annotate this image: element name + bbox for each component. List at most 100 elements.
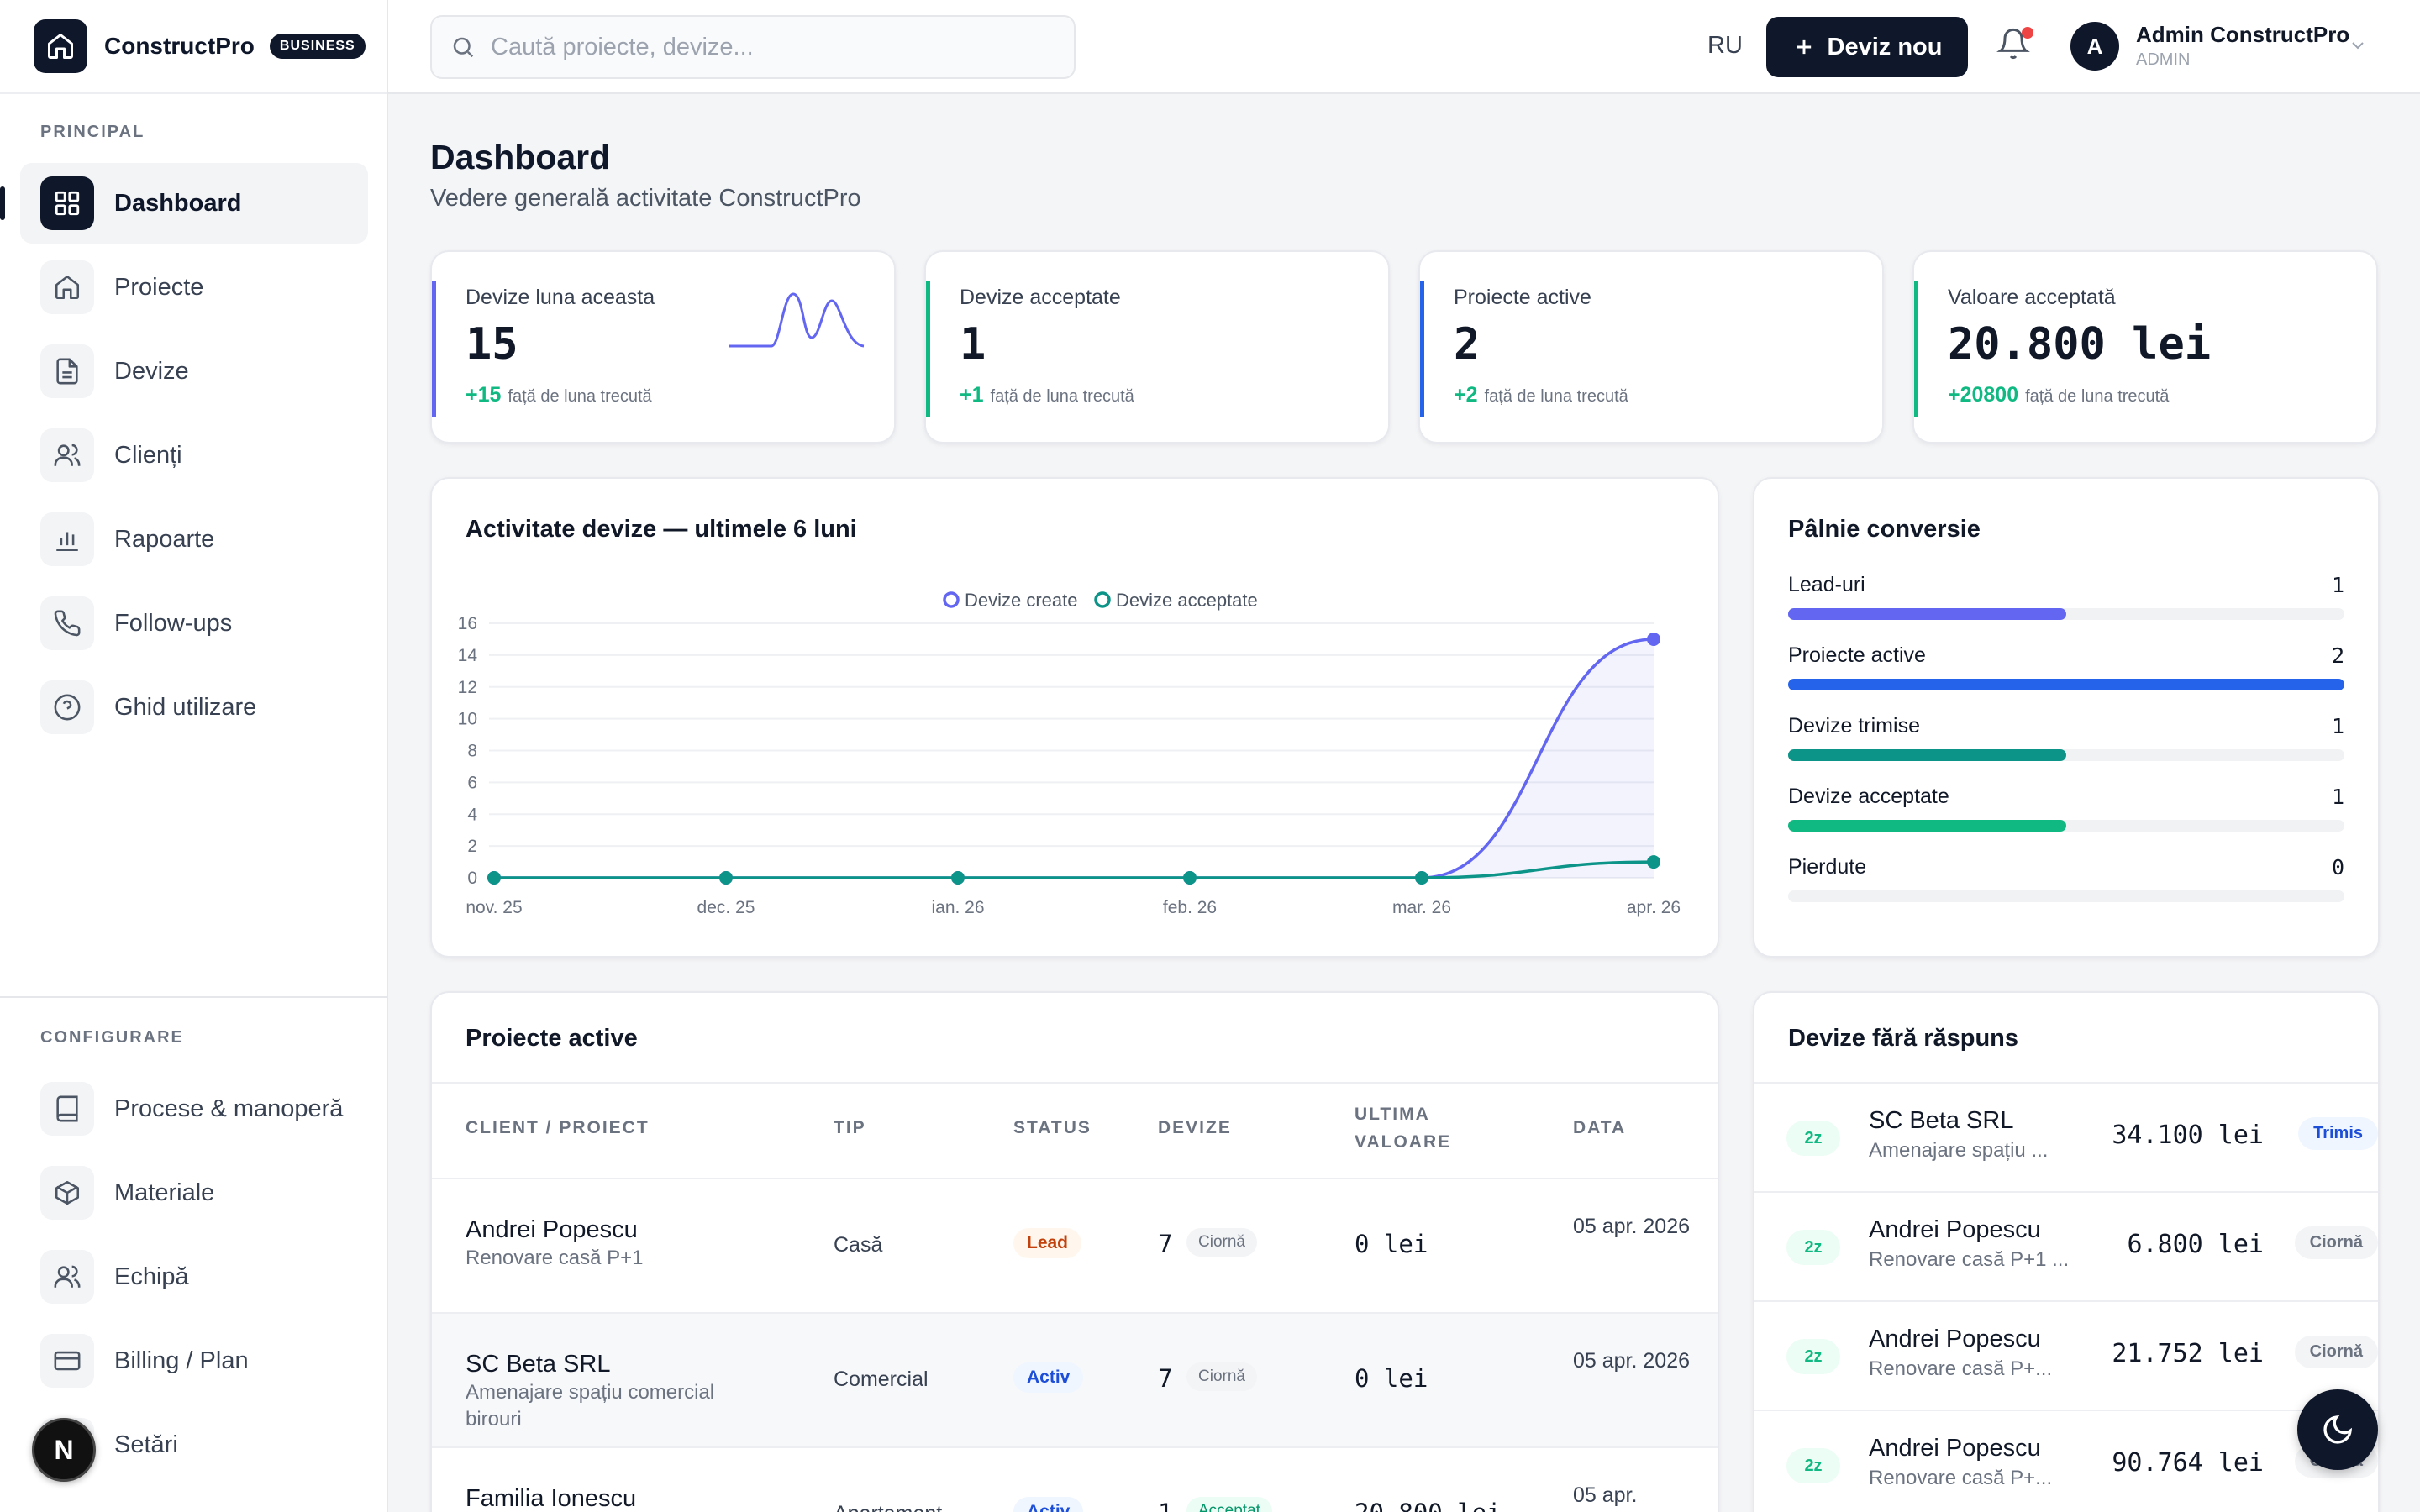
table-row[interactable]: Familia Ionescu Renovare completă apart.… [432,1446,1718,1512]
quote-status-badge: Ciornă [1186,1228,1257,1257]
row-date: 05 apr. [1573,1483,1638,1507]
book-icon [40,1082,94,1136]
project-name: Renovare casă P+... [1869,1357,2053,1380]
kpi-label: Proiecte active [1454,286,1591,309]
status-badge: Activ [1013,1362,1084,1393]
y-tick-label: 6 [467,773,477,792]
funnel-step-value: 0 [2331,855,2344,879]
project-name: Amenajare spațiu comercial birouri [466,1381,715,1431]
data-point [487,871,501,885]
kpi-delta-note: față de luna trecută [2025,387,2170,406]
search-box[interactable] [430,15,1076,79]
y-tick-label: 0 [467,869,477,888]
user-name[interactable]: Admin ConstructPro [2136,22,2350,47]
sidebar-item-procese[interactable]: Procese & manoperă [20,1068,368,1149]
status-badge: Trimis [2298,1117,2378,1150]
conversion-funnel-card: Pâlnie conversie Lead-uri 1 Proiecte act… [1753,477,2380,958]
chevron-down-icon[interactable] [2348,35,2368,55]
divider [432,1082,1718,1084]
quote-count: 7 [1158,1230,1173,1258]
table-row[interactable]: SC Beta SRL Amenajare spațiu comercial b… [432,1312,1718,1446]
sidebar-item-follow-ups[interactable]: Follow-ups [20,583,368,664]
kpi-card-accepted-value[interactable]: Valoare acceptată 20.800 lei +20800 față … [1912,250,2378,444]
list-item[interactable]: 2z Andrei Popescu Renovare casă P+... 90… [1754,1410,2378,1512]
avatar[interactable]: A [2070,22,2119,71]
y-tick-label: 8 [467,742,477,761]
kpi-card-active-projects[interactable]: Proiecte active 2 +2 față de luna trecută [1418,250,1884,444]
next-dev-badge[interactable]: N [32,1418,96,1482]
data-point [1415,871,1428,885]
x-tick-label: apr. 26 [1627,898,1681,917]
quote-value: 34.100 lei [2112,1121,2264,1150]
status-badge: Ciornă [2294,1226,2378,1259]
funnel-step-value: 2 [2331,643,2344,668]
sidebar-item-proiecte[interactable]: Proiecte [20,247,368,328]
column-header-last-value: ULTIMA VALOARE [1355,1105,1452,1152]
sidebar-item-rapoarte[interactable]: Rapoarte [20,499,368,580]
kpi-card-accepted[interactable]: Devize acceptate 1 +1 față de luna trecut… [924,250,1390,444]
series-line-accepted [493,860,1655,879]
project-name: Renovare casă P+... [1869,1467,2053,1489]
new-quote-button[interactable]: Deviz nou [1766,17,1968,77]
sidebar-item-billing[interactable]: Billing / Plan [20,1320,368,1401]
project-type: Casă [834,1233,883,1257]
y-tick-label: 4 [467,805,477,824]
quote-status-badge: Ciornă [1186,1362,1257,1391]
section-label-configurare: CONFIGURARE [40,1028,184,1047]
sidebar-item-label: Setări [114,1431,178,1458]
search-input[interactable] [491,33,1062,61]
legend-label: Devize create [965,590,1078,611]
kpi-label: Valoare acceptată [1948,286,2116,309]
client-name: Andrei Popescu [466,1216,638,1243]
sidebar-item-materiale[interactable]: Materiale [20,1152,368,1233]
brand[interactable]: ConstructPro BUSINESS [0,0,387,94]
sidebar-item-ghid[interactable]: Ghid utilizare [20,667,368,748]
sidebar-item-label: Proiecte [114,273,204,301]
column-header-type: TIP [834,1118,866,1137]
unanswered-quotes-card: Devize fără răspuns 2z SC Beta SRL Amena… [1753,991,2380,1512]
kpi-delta: +1 față de luna trecută [960,383,1134,407]
home-logo-icon [34,19,87,73]
quote-value: 90.764 lei [2112,1448,2264,1478]
series-line-created [493,638,1655,879]
sidebar-item-label: Rapoarte [114,525,215,553]
x-tick-label: dec. 25 [697,898,755,917]
funnel-track [1788,608,2344,620]
sidebar-item-clienti[interactable]: Clienți [20,415,368,496]
sidebar-item-echipa[interactable]: Echipă [20,1236,368,1317]
notifications-button[interactable] [1996,27,2037,67]
column-header-date: DATA [1573,1118,1627,1137]
funnel-fill [1788,679,2344,690]
document-icon [40,344,94,398]
funnel-track [1788,890,2344,902]
table-row[interactable]: Andrei Popescu Renovare casă P+1 Casă Le… [432,1178,1718,1312]
list-item[interactable]: 2z Andrei Popescu Renovare casă P+1 ... … [1754,1191,2378,1300]
funnel-fill [1788,749,2066,761]
list-item[interactable]: 2z SC Beta SRL Amenajare spațiu ... 34.1… [1754,1082,2378,1191]
home-icon [40,260,94,314]
funnel-track [1788,820,2344,832]
funnel-step-value: 1 [2331,714,2344,738]
legend-marker [943,591,960,608]
language-switch[interactable]: RU [1707,32,1743,59]
project-name: Amenajare spațiu ... [1869,1139,2049,1162]
phone-icon [40,596,94,650]
activity-chart-card: Activitate devize — ultimele 6 luni 0 2 4 6… [430,477,1719,958]
list-title: Devize fără răspuns [1788,1025,2019,1052]
x-tick-label: feb. 26 [1163,898,1217,917]
legend-marker [1094,591,1111,608]
list-item[interactable]: 2z Andrei Popescu Renovare casă P+... 21… [1754,1300,2378,1410]
theme-toggle-button[interactable] [2297,1389,2378,1470]
data-point [1647,855,1660,869]
sidebar-item-devize[interactable]: Devize [20,331,368,412]
funnel-step-value: 1 [2331,573,2344,597]
sidebar-item-dashboard[interactable]: Dashboard [0,163,368,244]
funnel-title: Pâlnie conversie [1788,516,1981,543]
column-header-client: CLIENT / PROIECT [466,1118,650,1137]
kpi-card-quotes-month[interactable]: Devize luna aceasta 15 +15 față de luna t… [430,250,896,444]
age-badge: 2z [1786,1230,1840,1265]
brand-name: ConstructPro [104,33,255,59]
funnel-fill [1788,608,2066,620]
kpi-delta: +2 față de luna trecută [1454,383,1628,407]
kpi-label: Devize luna aceasta [466,286,655,309]
